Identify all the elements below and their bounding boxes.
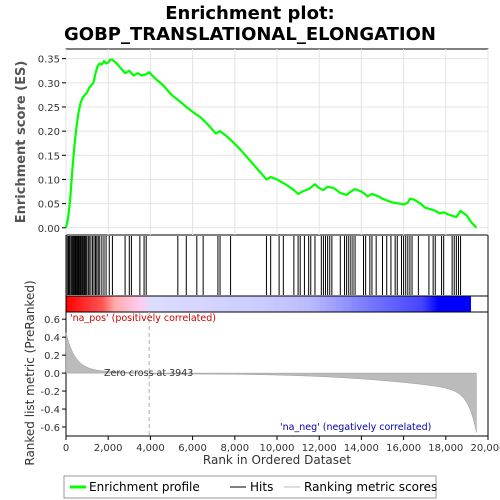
na-neg-label: 'na_neg' (negatively correlated)	[280, 422, 431, 433]
es-axis-label: Enrichment score (ES)	[14, 61, 29, 224]
es-line-group	[64, 58, 478, 229]
x-tick-label: 16,000	[386, 443, 421, 454]
rank-color-bar	[66, 296, 471, 312]
metric-tick-label: 0.0	[44, 369, 60, 380]
metric-axis-label: Ranked list metric (PreRanked)	[23, 280, 37, 465]
es-line	[64, 58, 478, 229]
x-tick-label: 2,000	[94, 443, 123, 454]
metric-tick-label: -0.2	[40, 387, 60, 398]
legend-box	[63, 475, 437, 499]
metric-area	[65, 332, 477, 433]
es-tick-label: 0.20	[38, 127, 60, 138]
legend-label-enrichment: Enrichment profile	[89, 480, 200, 494]
es-tick-label: 0.10	[38, 175, 60, 186]
chart-title-line2: GOBP_TRANSLATIONAL_ELONGATION	[64, 24, 436, 45]
metric-tick-label: -0.4	[40, 405, 60, 416]
x-axis-ticks: 0 2,000 4,000 6,000 8,000 10,000 12,000 14,000 1…	[63, 436, 500, 454]
chart-title-line1: Enrichment plot:	[165, 3, 335, 24]
metric-axis-ticks: 0.6 0.4 0.2 0.0 -0.2 -0.4 -0.6	[40, 315, 66, 434]
x-tick-label: 0	[63, 443, 69, 454]
x-tick-label: 6,000	[178, 443, 207, 454]
x-tick-label: 10,000	[260, 443, 295, 454]
x-tick-label: 8,000	[220, 443, 249, 454]
legend: Enrichment profile Hits Ranking metric s…	[63, 475, 437, 499]
metric-tick-label: 0.4	[44, 333, 60, 344]
x-tick-label: 12,000	[302, 443, 337, 454]
es-tick-label: 0.25	[38, 103, 60, 114]
hits-panel	[65, 234, 489, 297]
legend-label-metric: Ranking metric scores	[304, 480, 437, 494]
zero-cross-label: Zero cross at 3943	[104, 368, 193, 379]
es-tick-label: 0.15	[38, 151, 60, 162]
x-tick-label: 4,000	[136, 443, 165, 454]
x-tick-label: 20,000	[471, 443, 500, 454]
metric-tick-label: -0.6	[40, 423, 60, 434]
legend-label-hits: Hits	[250, 480, 273, 494]
metric-tick-label: 0.2	[44, 351, 60, 362]
ranking-metric-area	[65, 312, 477, 436]
es-axis-ticks: 0.00 0.05 0.10 0.15 0.20 0.25 0.30 0.35	[38, 55, 66, 235]
x-tick-label: 18,000	[428, 443, 463, 454]
na-pos-label: 'na_pos' (positively correlated)	[70, 313, 216, 324]
es-tick-label: 0.35	[38, 55, 60, 66]
es-tick-label: 0.05	[38, 200, 60, 211]
es-gridlines	[65, 49, 489, 235]
x-axis-label: Rank in Ordered Dataset	[203, 453, 351, 467]
hit-markers	[66, 236, 462, 295]
x-tick-label: 14,000	[344, 443, 379, 454]
es-tick-label: 0.00	[38, 224, 60, 235]
es-tick-label: 0.30	[38, 79, 60, 90]
metric-tick-label: 0.6	[44, 315, 60, 326]
